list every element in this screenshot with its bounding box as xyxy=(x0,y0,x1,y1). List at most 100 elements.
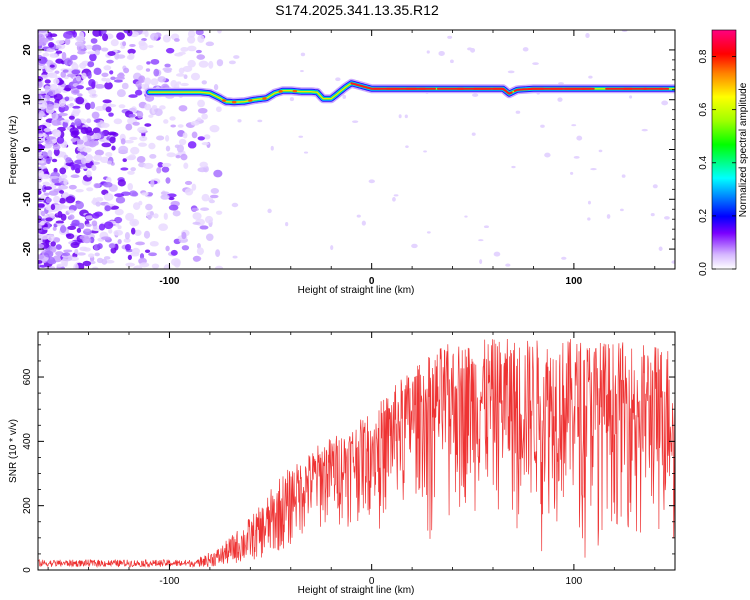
spectrogram-noise-speck xyxy=(237,119,242,123)
spectrogram-noise-blob xyxy=(91,220,98,227)
spectrogram-noise-blob xyxy=(215,265,224,269)
spectrogram-noise-speck xyxy=(650,213,655,217)
colorbar-tick-label: 0.6 xyxy=(698,102,709,116)
spectrogram-noise-blob xyxy=(93,154,103,161)
spectrogram-noise-blob xyxy=(151,104,158,110)
spectrogram-noise-blob xyxy=(133,265,143,269)
spectrogram-noise-blob xyxy=(47,91,54,95)
spectrogram-noise-blob xyxy=(64,37,71,46)
spectrogram-noise-blob xyxy=(101,142,112,148)
spectrogram-noise-blob xyxy=(42,227,49,231)
spectrogram-noise-speck xyxy=(300,69,304,73)
spectrogram-noise-blob xyxy=(38,228,43,233)
spectrogram-noise-blob xyxy=(129,136,138,141)
spectrogram-noise-blob xyxy=(114,208,124,216)
spectrogram-noise-blob xyxy=(52,144,61,151)
spectrogram-noise-speck xyxy=(641,128,648,132)
spectrogram-noise-blob xyxy=(85,215,94,220)
spectrogram-noise-blob xyxy=(47,149,53,158)
chart-title: S174.2025.341.13.35.R12 xyxy=(275,2,439,18)
spectrogram-noise-blob xyxy=(71,130,80,136)
spectrogram-noise-blob xyxy=(118,145,129,154)
spectrogram-noise-blob xyxy=(124,243,132,251)
spectrogram-noise-speck xyxy=(587,217,591,221)
spectrogram-noise-blob xyxy=(95,201,101,207)
spectrogram-noise-blob xyxy=(72,163,81,171)
spectrogram-noise-blob xyxy=(117,225,122,230)
spectrogram-noise-speck xyxy=(267,208,272,214)
spectrogram-noise-blob xyxy=(53,195,61,203)
spectrogram-noise-blob xyxy=(60,71,67,78)
spectrogram-noise-blob xyxy=(163,212,168,220)
spectrogram-noise-blob xyxy=(124,232,130,240)
spectrogram-y-axis-title: Frequency (Hz) xyxy=(8,116,19,185)
spectrogram-noise-blob xyxy=(170,79,178,88)
spectrogram-noise-blob xyxy=(92,30,102,37)
spectrogram-noise-blob xyxy=(84,102,91,110)
spectrogram-noise-blob xyxy=(74,248,79,255)
spectrogram-noise-blob xyxy=(205,233,214,241)
spectrogram-noise-speck xyxy=(423,150,427,153)
spectrogram-noise-blob xyxy=(195,30,204,36)
spectrogram-noise-blob xyxy=(169,116,176,121)
spectrogram-noise-blob xyxy=(170,249,178,256)
spectrogram-noise-blob xyxy=(76,139,84,145)
spectrogram-noise-blob xyxy=(114,216,123,224)
spectrogram-noise-blob xyxy=(181,245,190,251)
spectrogram-noise-blob xyxy=(90,101,96,110)
spectrogram-noise-blob xyxy=(125,212,135,221)
spectrogram-noise-blob xyxy=(184,180,193,186)
spectrogram-noise-blob xyxy=(51,112,59,120)
spectrogram-ridge-spot xyxy=(221,99,227,102)
spectrogram-noise-blob xyxy=(85,154,93,162)
spectrogram-noise-blob xyxy=(70,241,80,249)
spectrogram-noise-blob xyxy=(105,176,112,184)
spectrogram-noise-blob xyxy=(74,118,82,127)
spectrogram-noise-speck xyxy=(208,199,215,204)
spectrogram-noise-blob xyxy=(50,241,56,247)
spectrogram-noise-blob xyxy=(191,183,197,191)
spectrogram-noise-blob xyxy=(93,67,102,76)
spectrogram-noise-speck xyxy=(356,214,361,218)
spectrogram-noise-blob xyxy=(138,200,143,206)
spectrogram-noise-blob xyxy=(87,51,96,55)
spectrogram-noise-blob xyxy=(77,152,82,159)
spectrogram-noise-blob xyxy=(49,33,58,38)
spectrogram-noise-blob xyxy=(102,99,112,104)
spectrogram-noise-speck xyxy=(671,260,675,264)
spectrogram-noise-blob xyxy=(160,194,170,200)
spectrogram-noise-blob xyxy=(187,30,196,38)
spectrogram-noise-blob xyxy=(134,229,142,236)
spectrogram-noise-blob xyxy=(48,266,56,269)
spectrogram-noise-blob xyxy=(215,210,223,215)
spectrogram-noise-blob xyxy=(93,132,102,140)
spectrogram-noise-blob xyxy=(50,138,58,144)
spectrogram-noise-blob xyxy=(104,221,114,230)
spectrogram-noise-blob xyxy=(86,118,92,124)
spectrogram-noise-speck xyxy=(620,208,624,212)
spectrogram-noise-blob xyxy=(62,120,68,128)
spectrogram-noise-blob xyxy=(88,79,96,87)
spectrogram-noise-speck xyxy=(661,100,669,106)
spectrogram-noise-blob xyxy=(46,72,55,77)
spectrogram-noise-speck xyxy=(532,62,539,66)
spectrogram-noise-blob xyxy=(43,186,52,191)
spectrogram-noise-speck xyxy=(447,35,453,39)
spectrogram-noise-blob xyxy=(191,207,199,212)
spectrogram-noise-blob xyxy=(39,264,47,268)
spectrogram-ridge-spot xyxy=(292,89,298,93)
spectrogram-noise-blob xyxy=(197,107,208,114)
spectrogram-noise-blob xyxy=(41,173,50,178)
spectrogram-ridge-spot xyxy=(231,100,237,104)
spectrogram-noise-speck xyxy=(232,255,238,259)
spectrogram-noise-blob xyxy=(146,61,151,65)
spectrogram-noise-blob xyxy=(108,228,113,234)
spectrogram-noise-blob xyxy=(123,238,131,243)
spectrogram-noise-blob xyxy=(166,152,176,158)
spectrogram-noise-blob xyxy=(108,243,116,249)
spectrogram-noise-speck xyxy=(472,93,479,97)
spectrogram-noise-blob xyxy=(160,191,170,195)
spectrogram-noise-blob xyxy=(38,90,42,95)
spectrogram-noise-blob xyxy=(45,217,53,222)
